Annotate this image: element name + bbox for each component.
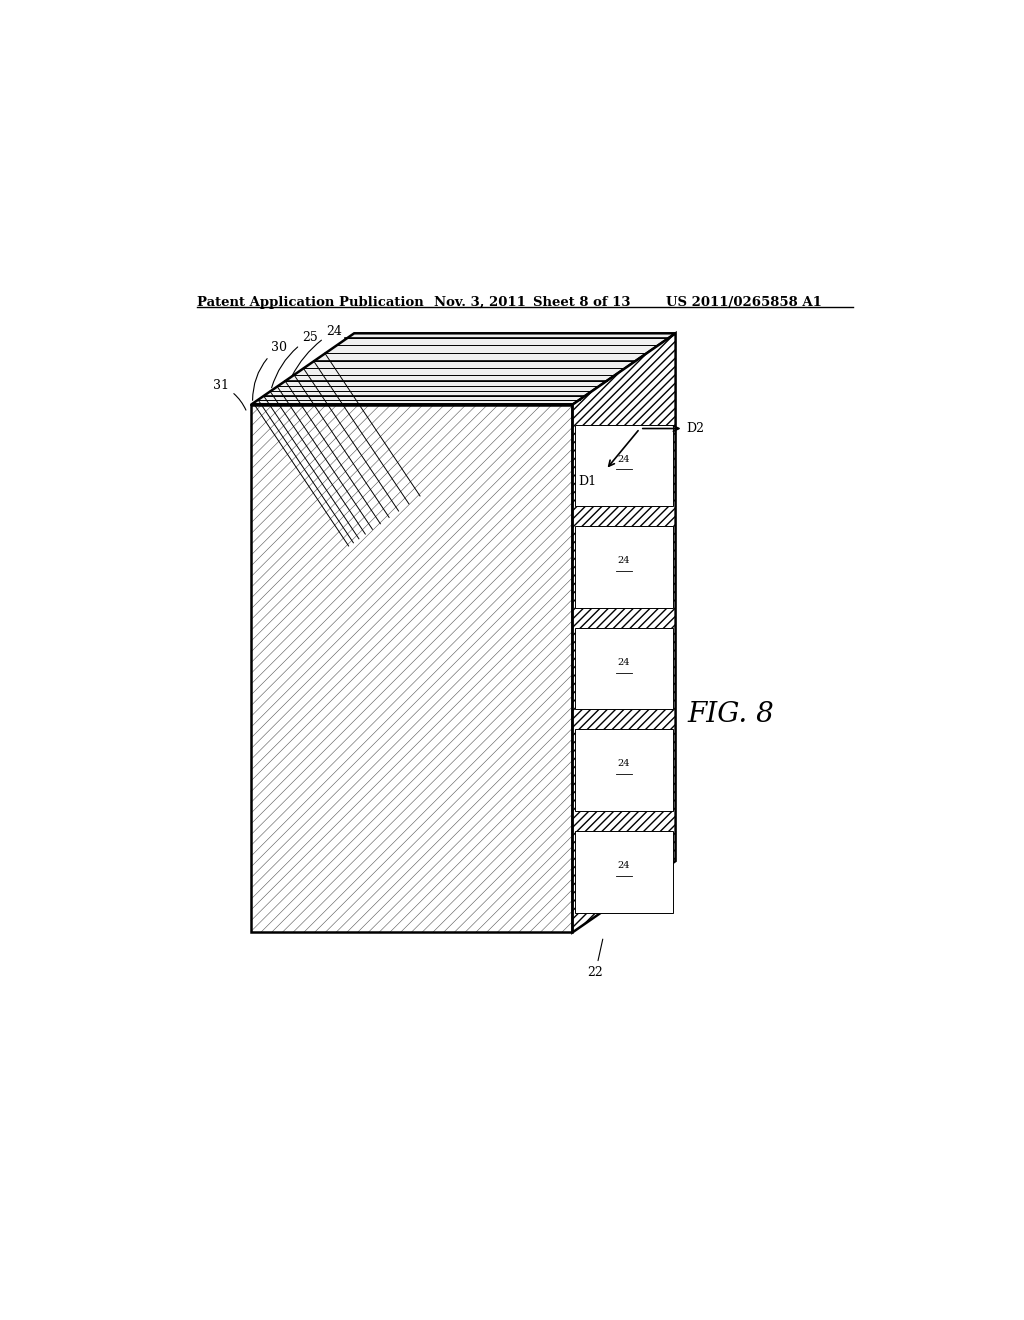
Text: Sheet 8 of 13: Sheet 8 of 13 xyxy=(532,296,630,309)
Text: 24: 24 xyxy=(292,325,342,376)
Text: 24: 24 xyxy=(617,861,630,870)
Text: 24: 24 xyxy=(617,759,630,768)
Text: Patent Application Publication: Patent Application Publication xyxy=(197,296,424,309)
Text: FIG. 8: FIG. 8 xyxy=(688,701,774,727)
Text: 22: 22 xyxy=(588,939,603,979)
Polygon shape xyxy=(572,333,676,932)
Text: D2: D2 xyxy=(686,422,703,436)
Polygon shape xyxy=(574,628,673,709)
Text: 30: 30 xyxy=(253,341,287,400)
Text: 24: 24 xyxy=(617,454,630,463)
Text: D1: D1 xyxy=(579,475,596,487)
Text: 24: 24 xyxy=(617,657,630,667)
Polygon shape xyxy=(251,405,572,932)
Polygon shape xyxy=(574,425,673,507)
Polygon shape xyxy=(574,729,673,810)
Text: 31: 31 xyxy=(213,379,246,411)
Polygon shape xyxy=(574,527,673,609)
Polygon shape xyxy=(574,830,673,912)
Text: 24: 24 xyxy=(617,556,630,565)
Polygon shape xyxy=(251,333,676,405)
Text: Nov. 3, 2011: Nov. 3, 2011 xyxy=(433,296,525,309)
Text: US 2011/0265858 A1: US 2011/0265858 A1 xyxy=(666,296,822,309)
Text: 25: 25 xyxy=(271,331,318,388)
